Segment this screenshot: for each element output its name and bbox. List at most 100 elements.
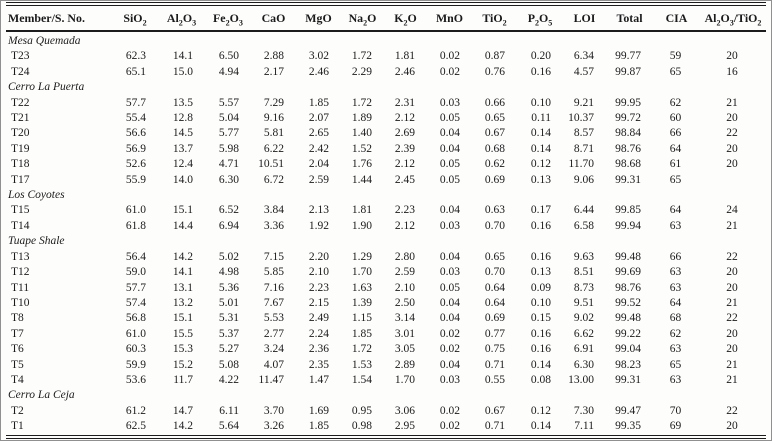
sample-id-cell: T7 [11, 327, 24, 340]
value-cell: 15.0 [172, 65, 193, 78]
value-cell: 63 [669, 219, 682, 232]
value-cell: 2.29 [351, 65, 372, 78]
value-cell: 64 [669, 142, 682, 155]
value-cell: 2.89 [394, 358, 415, 371]
table-row: T5 59.9 15.2 5.08 4.07 2.35 1.53 2.89 0.04 0.71 0.… [6, 358, 766, 373]
value-cell: 9.21 [573, 96, 594, 109]
member-group-label: Tuape Shale [8, 235, 65, 248]
value-cell: 4.07 [263, 358, 284, 371]
sample-id-cell: T12 [11, 266, 30, 279]
value-cell: 0.12 [530, 158, 551, 171]
value-cell: 56.9 [125, 142, 146, 155]
value-cell: 59 [669, 50, 682, 63]
value-cell: 1.70 [394, 373, 415, 386]
value-cell: 3.02 [308, 50, 329, 63]
value-cell: 2.20 [308, 250, 329, 263]
sample-id-cell: T10 [11, 296, 30, 309]
column-header: LOI [563, 2, 606, 32]
value-cell: 5.27 [218, 343, 239, 356]
value-cell: 15.1 [172, 204, 193, 217]
value-cell: 2.65 [308, 127, 329, 140]
value-cell: 60 [669, 112, 682, 125]
value-cell: 2.50 [394, 296, 415, 309]
value-cell: 0.02 [439, 343, 460, 356]
value-cell: 99.52 [615, 296, 641, 309]
value-cell: 6.34 [573, 50, 594, 63]
value-cell: 0.02 [439, 50, 460, 63]
value-cell: 7.30 [573, 404, 594, 417]
value-cell: 99.47 [615, 404, 641, 417]
value-cell: 5.98 [218, 142, 239, 155]
table-row: T7 61.0 15.5 5.37 2.77 2.24 1.85 3.01 0.02 0.77 0.… [6, 327, 766, 342]
value-cell: 2.59 [394, 266, 415, 279]
member-group-row: Cerro La Ceja [6, 388, 766, 403]
value-cell: 0.77 [484, 327, 505, 340]
value-cell: 99.22 [615, 327, 641, 340]
value-cell: 14.0 [172, 173, 193, 186]
value-cell: 63 [669, 373, 682, 386]
value-cell: 3.06 [394, 404, 415, 417]
value-cell: 20 [700, 419, 766, 439]
value-cell: 99.35 [606, 419, 653, 439]
value-cell: 11.70 [568, 158, 594, 171]
value-cell: 5.31 [218, 312, 239, 325]
value-cell: 0.70 [484, 266, 505, 279]
value-cell: 65 [669, 173, 682, 186]
value-cell: 2.10 [394, 281, 415, 294]
sample-id-cell: T5 [11, 358, 24, 371]
table-row: T14 61.8 14.4 6.94 3.36 1.92 1.90 2.12 0.03 0.70 0… [6, 219, 766, 234]
member-group-row: Los Coyotes [6, 188, 766, 203]
value-cell: 9.16 [263, 112, 284, 125]
value-cell [700, 173, 766, 188]
value-cell: 2.77 [263, 327, 284, 340]
value-cell: 65.1 [125, 65, 146, 78]
value-cell: 66 [669, 250, 682, 263]
value-cell: 99.72 [615, 112, 641, 125]
value-cell: 0.02 [427, 419, 472, 439]
value-cell: 1.81 [394, 50, 415, 63]
value-cell: 61.0 [125, 204, 146, 217]
value-cell: 4.94 [218, 65, 239, 78]
value-cell: 0.05 [439, 112, 460, 125]
value-cell: 2.23 [308, 281, 329, 294]
value-cell: 22 [726, 127, 738, 140]
value-cell: 98.76 [615, 142, 641, 155]
value-cell: 0.15 [530, 312, 551, 325]
value-cell: 12.8 [172, 112, 193, 125]
member-group-label: Mesa Quemada [8, 35, 81, 47]
value-cell: 3.01 [394, 327, 415, 340]
value-cell: 13.5 [172, 96, 193, 109]
value-cell: 0.68 [484, 142, 505, 155]
column-header: MnO [427, 2, 472, 32]
value-cell: 0.65 [484, 112, 505, 125]
value-cell: 3.84 [263, 204, 284, 217]
sample-id-cell: T17 [11, 173, 30, 186]
value-cell: 1.76 [351, 158, 372, 171]
value-cell: 1.47 [308, 373, 329, 386]
value-cell: 62.3 [125, 50, 146, 63]
value-cell: 0.16 [530, 343, 551, 356]
value-cell: 5.53 [263, 312, 284, 325]
value-cell: 61.2 [125, 404, 146, 417]
value-cell: 2.80 [394, 250, 415, 263]
value-cell: 98.68 [615, 158, 641, 171]
value-cell: 7.29 [263, 96, 284, 109]
value-cell: 1.85 [351, 327, 372, 340]
value-cell: 14.7 [172, 404, 193, 417]
value-cell: 13.00 [568, 373, 594, 386]
value-cell: 0.05 [439, 281, 460, 294]
value-cell: 9.63 [573, 250, 594, 263]
value-cell: 1.92 [308, 219, 329, 232]
value-cell: 59.9 [125, 358, 146, 371]
header-row: Member/S. No. SiO2 Al2O3 Fe2O3 CaO MgO Na2O K2O… [6, 2, 766, 32]
value-cell: 22 [726, 312, 738, 325]
value-cell: 68 [669, 312, 682, 325]
value-cell: 0.95 [351, 404, 372, 417]
value-cell: 0.14 [530, 127, 551, 140]
value-cell: 0.14 [530, 142, 551, 155]
value-cell: 2.39 [394, 142, 415, 155]
column-header: MgO [296, 2, 341, 32]
table-header: Member/S. No. SiO2 Al2O3 Fe2O3 CaO MgO Na2O K2O… [6, 2, 766, 32]
value-cell: 6.52 [218, 204, 239, 217]
value-cell: 0.11 [531, 112, 551, 125]
